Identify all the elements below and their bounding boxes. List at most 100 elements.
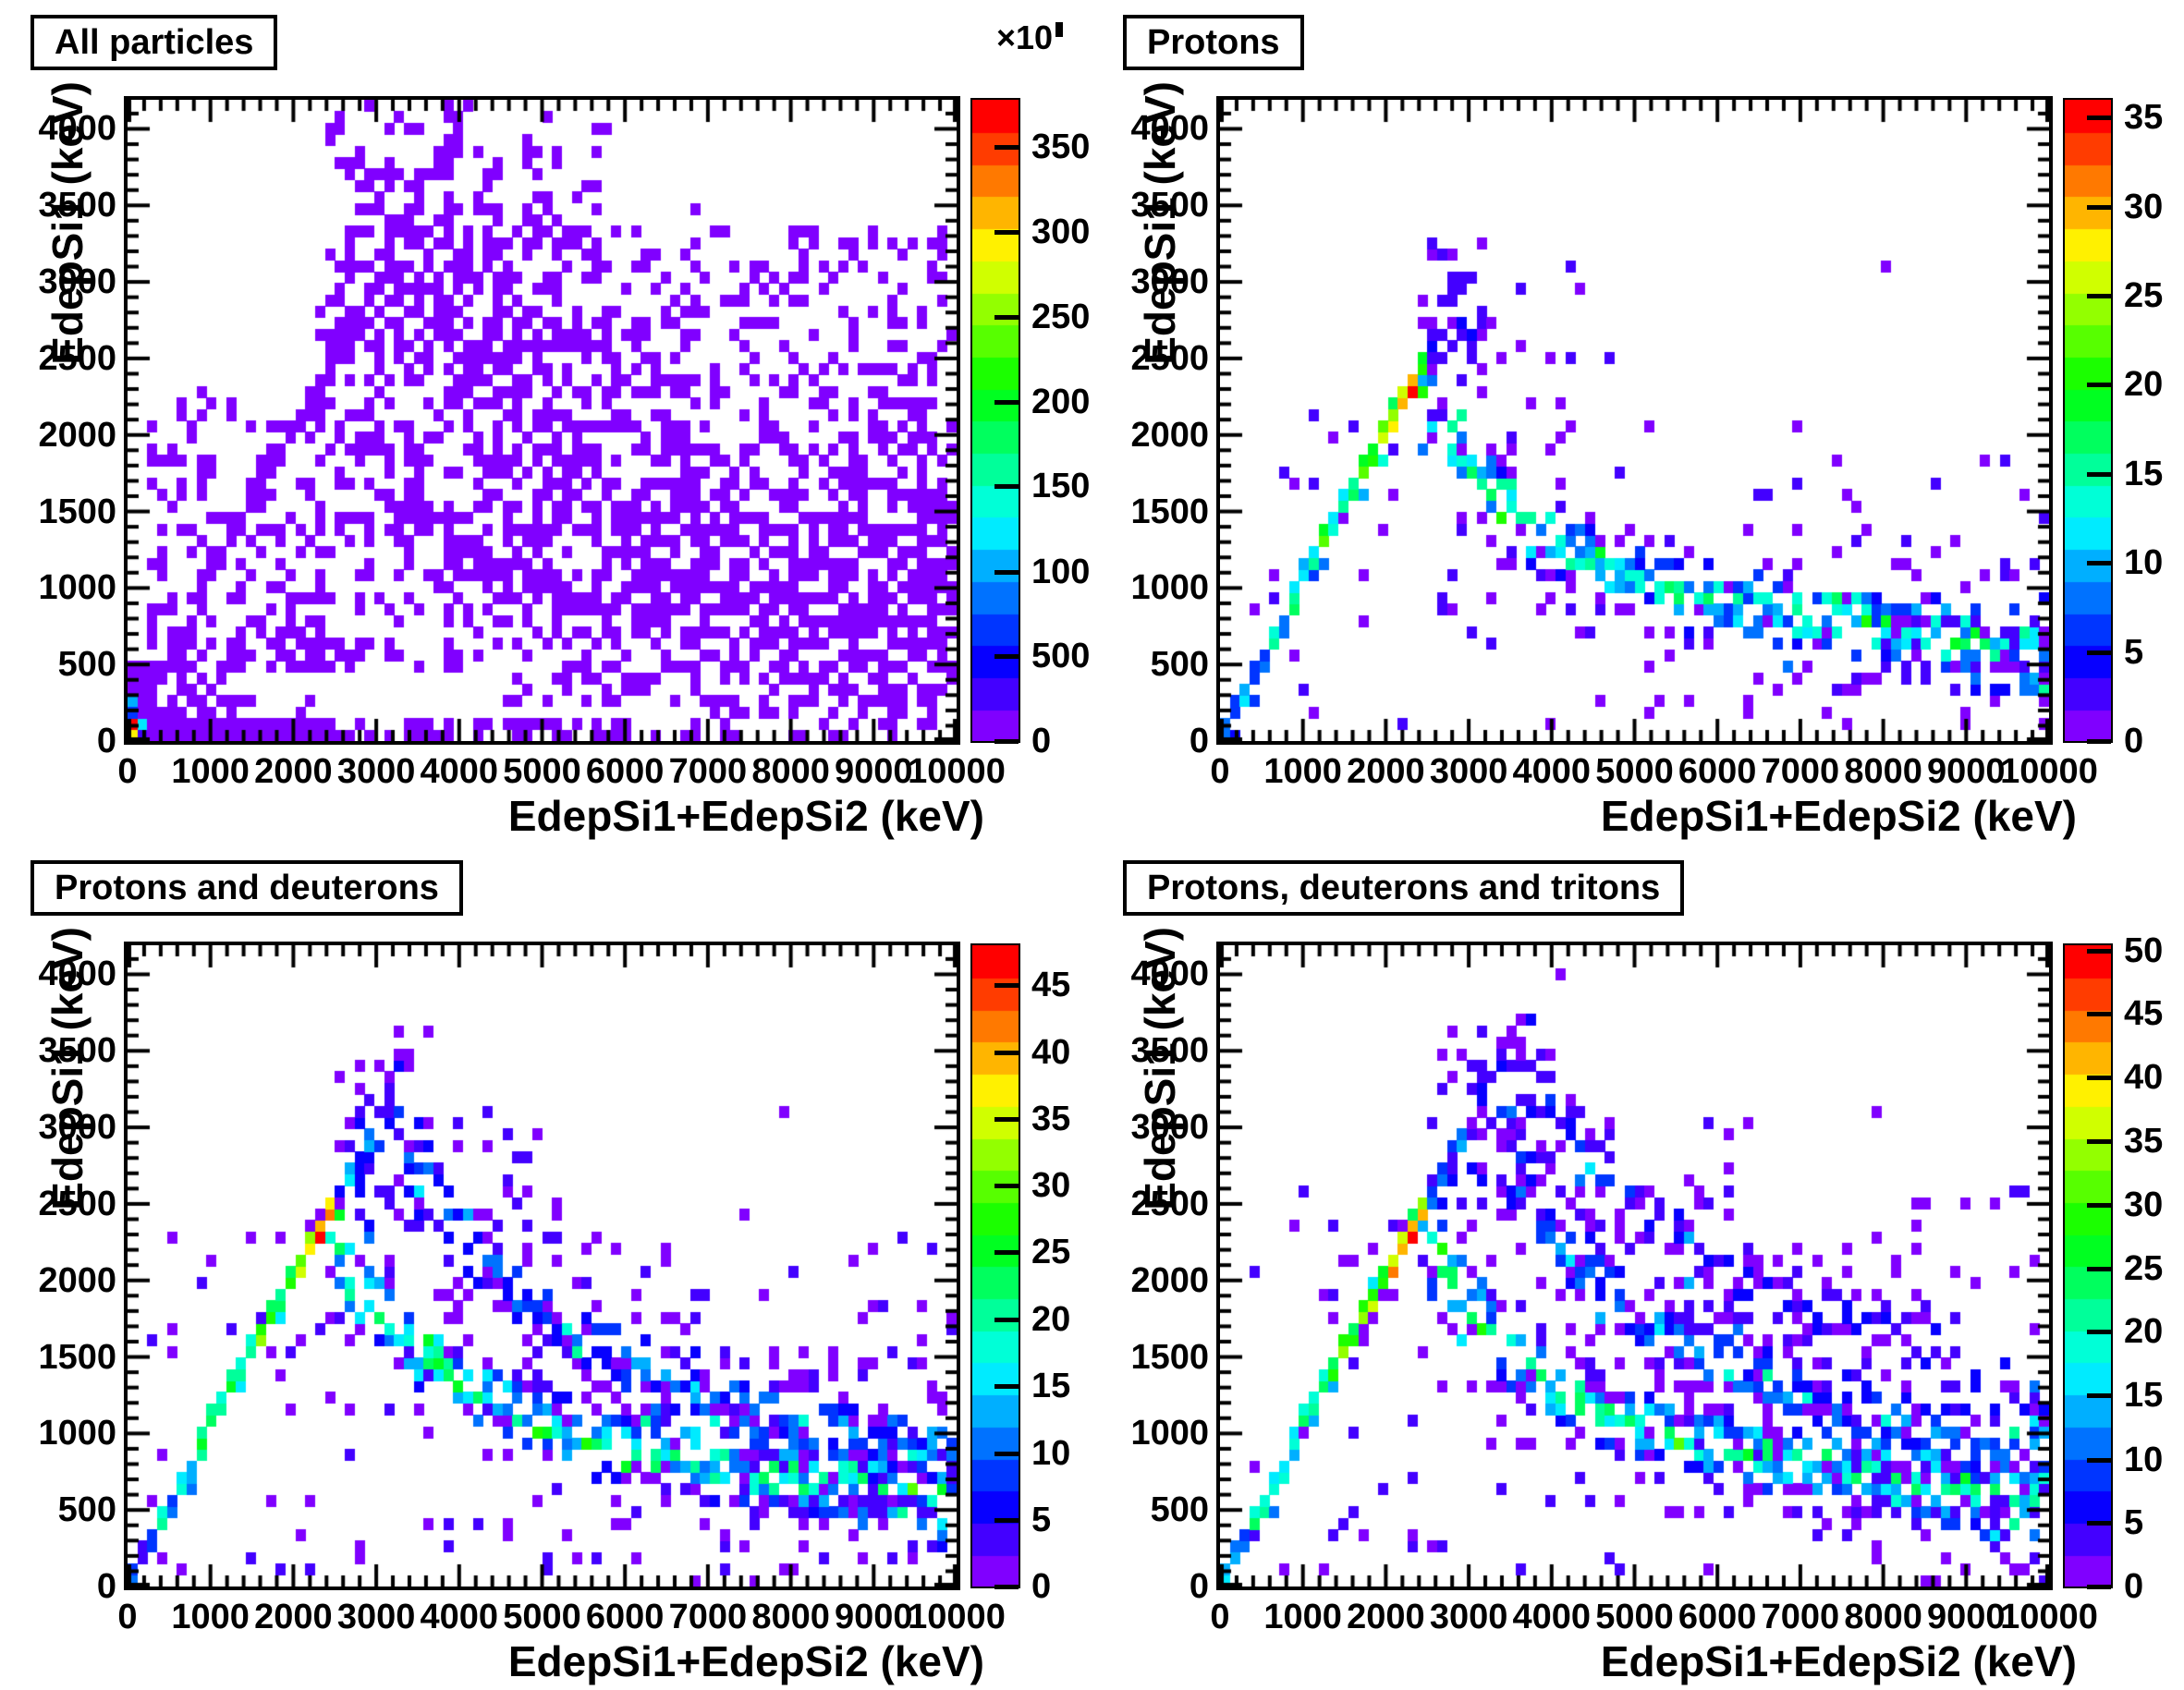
plot-title-box: Protons, deuterons and tritons: [1123, 860, 1685, 916]
y-tick-label: 3000: [1130, 1108, 1209, 1148]
x-tick-label: 8000: [751, 752, 830, 791]
colorbar-tick: [2087, 204, 2111, 210]
plot-title-box: Protons and deuterons: [31, 860, 463, 916]
y-tick-label: 2000: [38, 415, 116, 455]
x-tick-label: 1000: [171, 1598, 250, 1636]
colorbar-tick: [994, 1517, 1019, 1523]
histogram-canvas: [1216, 96, 2053, 745]
z-tick-label: 35: [1031, 1100, 1071, 1139]
colorbar-tick: [994, 1184, 1019, 1189]
y-tick-label: 4000: [1130, 954, 1209, 994]
pad-protons: Protons EdepSi1 (keV) EdepSi1+EdepSi2 (k…: [1092, 0, 2184, 845]
colorbar-tick: [2087, 561, 2111, 566]
x-tick-label: 0: [117, 1598, 138, 1636]
x-tick-label: 10000: [908, 752, 1006, 791]
x-axis-title: EdepSi1+EdepSi2 (keV): [1600, 792, 2077, 840]
x-tick-label: 8000: [1844, 1598, 1922, 1636]
z-tick-label: 15: [2124, 454, 2164, 493]
z-tick-label: 20: [2124, 1312, 2164, 1352]
exponent-text: ×10: [996, 18, 1054, 56]
x-tick-label: 3000: [1429, 752, 1508, 791]
x-tick-label: 0: [1210, 1598, 1230, 1636]
x-axis-title: EdepSi1+EdepSi2 (keV): [1600, 1637, 2077, 1685]
z-tick-label: 5: [1031, 1500, 1052, 1539]
colorbar-tick: [994, 315, 1019, 321]
z-tick-label: 45: [2124, 994, 2164, 1034]
z-tick-label: 5: [2124, 632, 2144, 672]
pad-protons-deuterons-tritons: Protons, deuterons and tritons EdepSi1 (…: [1092, 845, 2184, 1690]
z-tick-label: 300: [1031, 212, 1091, 251]
y-tick-label: 0: [96, 722, 116, 760]
x-tick-label: 7000: [668, 1598, 748, 1636]
x-tick-label: 8000: [751, 1598, 830, 1636]
y-tick-label: 2000: [38, 1260, 116, 1300]
colorbar-tick: [994, 1451, 1019, 1456]
plot-title: Protons, deuterons and tritons: [1147, 869, 1661, 907]
z-tick-label: 0: [1031, 1567, 1052, 1606]
colorbar-tick: [2087, 1012, 2111, 1017]
z-tick-label: 40: [2124, 1057, 2164, 1097]
z-tick-label: 30: [1031, 1166, 1071, 1206]
y-tick-label: 2500: [1130, 338, 1209, 378]
colorbar-tick: [2087, 1330, 2111, 1335]
x-tick-label: 4000: [420, 752, 499, 791]
plot-title: Protons and deuterons: [55, 869, 439, 907]
x-tick-label: 2000: [1347, 752, 1425, 791]
histogram-canvas: [124, 96, 960, 745]
colorbar: [2063, 98, 2113, 743]
colorbar-tick: [2087, 1075, 2111, 1080]
colorbar-tick: [2087, 1393, 2111, 1399]
y-tick-label: 1500: [38, 1337, 116, 1377]
x-tick-label: 9000: [1927, 1598, 2006, 1636]
y-tick-label: 1500: [1130, 492, 1209, 531]
colorbar-tick: [2087, 383, 2111, 388]
colorbar-tick: [994, 1250, 1019, 1256]
x-tick-label: 6000: [1678, 1598, 1757, 1636]
z-tick-label: 15: [2124, 1376, 2164, 1416]
z-tick-label: 30: [2124, 1185, 2164, 1225]
colorbar: [2063, 943, 2113, 1588]
colorbar: [970, 943, 1020, 1588]
x-tick-label: 4000: [1512, 1598, 1592, 1636]
colorbar-tick: [2087, 294, 2111, 299]
x-tick-label: 5000: [1595, 752, 1674, 791]
plot-title-box: All particles: [31, 15, 278, 70]
colorbar-tick: [994, 484, 1019, 490]
x-tick-label: 4000: [1512, 752, 1592, 791]
z-tick-label: 20: [1031, 1299, 1071, 1339]
z-tick-label: 30: [2124, 187, 2164, 226]
colorbar: [970, 98, 1020, 743]
z-tick-label: 0: [2124, 722, 2144, 760]
z-tick-label: 150: [1031, 467, 1091, 506]
z-tick-label: 35: [2124, 1122, 2164, 1161]
z-tick-label: 200: [1031, 382, 1091, 421]
x-tick-label: 7000: [1761, 1598, 1840, 1636]
x-tick-label: 4000: [420, 1598, 499, 1636]
colorbar-tick: [2087, 739, 2111, 744]
z-tick-label: 10: [1031, 1433, 1071, 1473]
y-tick-label: 4000: [38, 954, 116, 994]
y-tick-label: 2000: [1130, 415, 1209, 455]
colorbar-tick: [994, 1585, 1019, 1589]
y-tick-label: 1000: [38, 1414, 116, 1453]
x-tick-label: 0: [117, 752, 138, 791]
z-tick-label: 40: [1031, 1032, 1071, 1072]
y-tick-label: 1500: [38, 492, 116, 531]
y-tick-label: 2500: [38, 1184, 116, 1223]
z-tick-label: 10: [2124, 1440, 2164, 1479]
z-tick-label: 20: [2124, 365, 2164, 405]
colorbar-tick: [994, 1384, 1019, 1390]
y-tick-label: 2500: [1130, 1184, 1209, 1223]
colorbar-tick: [994, 399, 1019, 405]
colorbar-tick: [994, 145, 1019, 151]
y-tick-label: 500: [57, 645, 116, 685]
x-tick-label: 7000: [1761, 752, 1840, 791]
colorbar-tick: [2087, 650, 2111, 655]
y-tick-label: 1000: [1130, 1414, 1209, 1453]
x-tick-label: 5000: [503, 1598, 581, 1636]
y-tick-label: 1000: [1130, 568, 1209, 608]
x-tick-label: 6000: [1678, 752, 1757, 791]
y-tick-label: 0: [1189, 722, 1209, 760]
pad-protons-deuterons: Protons and deuterons EdepSi1 (keV) Edep…: [0, 845, 1092, 1690]
